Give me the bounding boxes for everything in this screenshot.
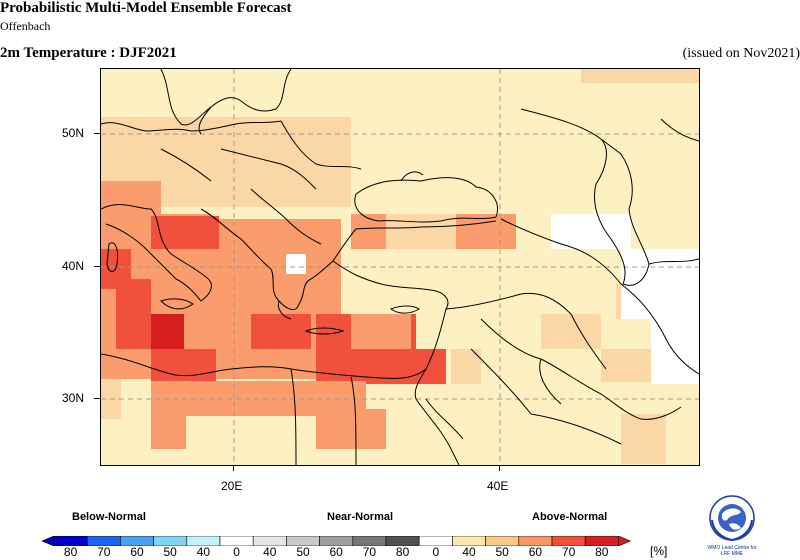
legend-number: 70 [561, 545, 576, 559]
legend-number: 70 [97, 545, 111, 559]
legend-above-normal: Above-Normal [532, 511, 608, 523]
probability-cell [351, 214, 386, 249]
legend-number: 40 [196, 545, 211, 559]
legend-below-normal: Below-Normal [72, 511, 146, 523]
lat-label-50n: 50N [62, 126, 85, 140]
legend-number: 70 [362, 545, 377, 559]
lat-label-40n: 40N [62, 259, 85, 273]
probability-cell [386, 214, 456, 249]
wmo-logo-icon [709, 495, 755, 541]
probability-cell [116, 279, 151, 349]
probability-cell [251, 314, 311, 349]
probability-cell [316, 409, 386, 449]
forecast-title: Probabilistic Multi-Model Ensemble Forec… [0, 0, 292, 16]
no-signal-cell [621, 249, 699, 319]
legend-unit: [%] [650, 544, 668, 558]
legend-number: 80 [395, 545, 410, 559]
lon-label-20e: 20E [221, 479, 243, 493]
lat-tick [94, 266, 100, 267]
legend-number: 40 [462, 545, 476, 559]
probability-cell [451, 214, 516, 249]
variable-title: 2m Temperature : DJF2021 [0, 45, 177, 61]
legend-near-normal: Near-Normal [327, 511, 394, 523]
legend-number: 60 [528, 545, 543, 559]
legend-swatches [42, 536, 632, 546]
probability-cell [151, 349, 216, 382]
legend-arrow-left [42, 536, 55, 546]
legend-number: 50 [495, 545, 509, 559]
no-signal-cell [286, 254, 306, 274]
lon-tick [499, 465, 500, 471]
no-signal-cell [651, 319, 699, 384]
logo-text-line1: WMO Lead Centre for [707, 545, 757, 551]
legend-number: 80 [63, 545, 78, 559]
probability-cell [151, 314, 184, 349]
lat-tick [94, 398, 100, 399]
map-canvas [101, 69, 699, 465]
legend-number: 80 [595, 545, 609, 559]
legend-number: 40 [263, 545, 277, 559]
logo-text-line2: LRF MME [720, 551, 744, 557]
forecast-map[interactable] [100, 68, 700, 466]
probability-cell [581, 69, 699, 83]
probability-cell [451, 349, 481, 384]
legend-number: 50 [163, 545, 177, 559]
lat-label-30n: 30N [62, 391, 85, 405]
probability-cell [151, 216, 219, 249]
probability-cell [316, 349, 446, 384]
legend-number: 60 [329, 545, 343, 559]
legend-number: 50 [296, 545, 310, 559]
issued-date: (issued on Nov2021) [682, 46, 800, 61]
probability-cell [621, 414, 666, 464]
probability-cell [351, 314, 411, 349]
legend-number: 0 [233, 545, 240, 559]
probability-cell [151, 414, 186, 449]
probability-cell [541, 314, 601, 349]
legend-number: 60 [130, 545, 144, 559]
lat-tick [94, 133, 100, 134]
no-signal-cell [551, 214, 631, 249]
forecast-centre: Offenbach [0, 19, 51, 33]
legend-arrow-right [618, 536, 632, 546]
lon-label-40e: 40E [487, 479, 509, 493]
coastlines-borders [101, 69, 699, 465]
legend-colorbar [42, 536, 632, 546]
lon-tick [233, 465, 234, 471]
legend-number: 0 [432, 545, 440, 559]
